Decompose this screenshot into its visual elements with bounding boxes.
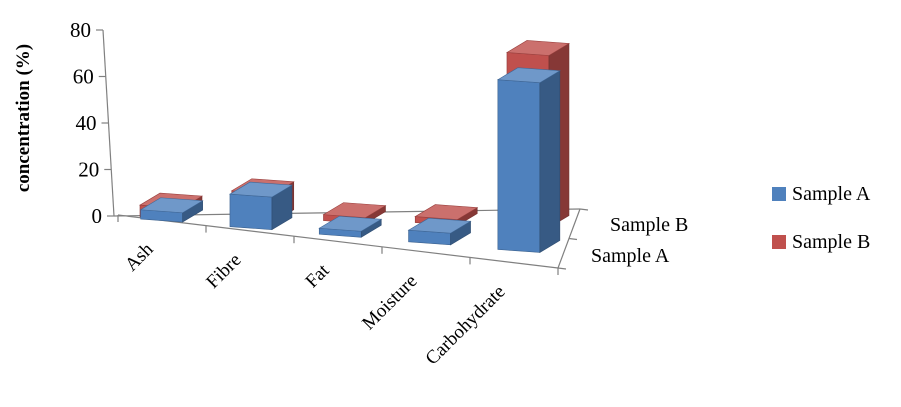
bars-layer [139,40,570,253]
depth-label-sample-a: Sample A [591,245,670,267]
y-tick-label: 0 [92,204,103,228]
legend-item-sample-b: Sample B [772,230,870,254]
depth-tick [568,237,578,241]
legend-item-sample-a: Sample A [772,182,870,206]
legend-label-sample-a: Sample A [792,182,871,205]
x-tick-label-fat: Fat [302,260,335,293]
legend-label-sample-b: Sample B [792,230,871,253]
bar-sample-a-ash [139,197,204,223]
x-tick-label-ash: Ash [121,239,158,276]
bar-sample-a-moisture [407,217,472,246]
x-axis-line [117,214,559,269]
y-tick-label: 20 [78,158,99,182]
bar-sample-a-fibre [228,181,293,231]
y-tick-label: 80 [70,18,91,42]
x-tick-label-moisture: Moisture [358,271,421,334]
legend-swatch-sample-b [772,235,786,249]
x-tick-label-carbohydrate: Carbohydrate [422,281,510,369]
y-axis-title: concentration (%) [13,44,34,192]
legend: Sample A Sample B [772,182,897,272]
depth-label-sample-b: Sample B [610,214,688,236]
legend-swatch-sample-a [772,187,786,201]
x-tick-label-fibre: Fibre [202,250,245,293]
y-tick-label: 40 [76,111,97,135]
depth-tick [557,267,567,270]
bar-sample-a-fat [318,215,383,238]
depth-tick [579,208,589,211]
bar-sample-a-carbohydrate [496,67,561,253]
y-tick-label: 60 [73,65,94,89]
